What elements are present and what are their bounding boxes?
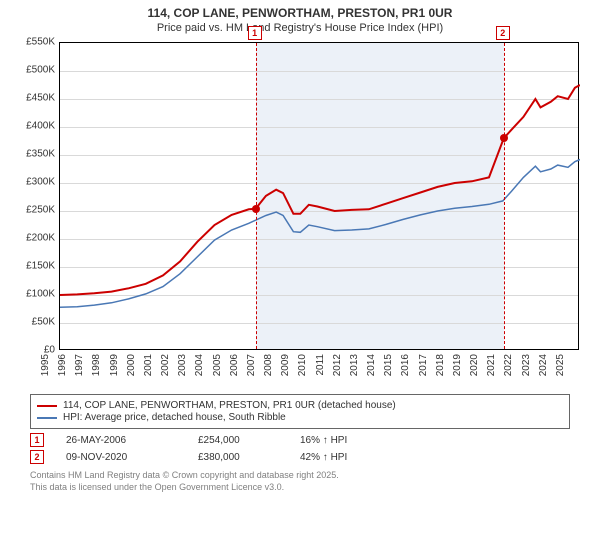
y-tick-label: £550K: [13, 37, 55, 48]
sale-row: 2 09-NOV-2020 £380,000 42% ↑ HPI: [30, 450, 570, 464]
chart-container: 114, COP LANE, PENWORTHAM, PRESTON, PR1 …: [0, 0, 600, 497]
sale-marker: 2: [30, 450, 44, 464]
y-tick-label: £50K: [13, 317, 55, 328]
y-tick-label: £350K: [13, 149, 55, 160]
y-tick-label: £450K: [13, 93, 55, 104]
chart: £0£50K£100K£150K£200K£250K£300K£350K£400…: [15, 38, 585, 388]
sale-delta: 16% ↑ HPI: [300, 435, 347, 446]
sale-date: 09-NOV-2020: [66, 452, 176, 463]
legend-swatch: [37, 405, 57, 407]
y-tick-label: £150K: [13, 261, 55, 272]
legend-label: HPI: Average price, detached house, Sout…: [63, 412, 286, 423]
sale-price: £380,000: [198, 452, 278, 463]
footer-line2: This data is licensed under the Open Gov…: [30, 482, 570, 494]
sales-table: 1 26-MAY-2006 £254,000 16% ↑ HPI 2 09-NOV-202…: [30, 433, 570, 464]
marker-label: 1: [248, 26, 262, 40]
y-tick-label: £200K: [13, 233, 55, 244]
legend-row: 114, COP LANE, PENWORTHAM, PRESTON, PR1 …: [37, 400, 563, 411]
marker-dot: [500, 134, 508, 142]
title-line1: 114, COP LANE, PENWORTHAM, PRESTON, PR1 …: [10, 6, 590, 20]
plot-area: [59, 42, 579, 350]
x-tick-label: 2025: [555, 354, 593, 376]
marker-dot: [252, 205, 260, 213]
y-tick-label: £300K: [13, 177, 55, 188]
marker-vline: [504, 43, 505, 349]
footer: Contains HM Land Registry data © Crown c…: [30, 470, 570, 493]
sale-delta: 42% ↑ HPI: [300, 452, 347, 463]
legend-swatch: [37, 417, 57, 419]
legend-label: 114, COP LANE, PENWORTHAM, PRESTON, PR1 …: [63, 400, 396, 411]
sale-price: £254,000: [198, 435, 278, 446]
marker-vline: [256, 43, 257, 349]
sale-row: 1 26-MAY-2006 £254,000 16% ↑ HPI: [30, 433, 570, 447]
y-tick-label: £100K: [13, 289, 55, 300]
marker-label: 2: [496, 26, 510, 40]
y-tick-label: £500K: [13, 65, 55, 76]
y-tick-label: £250K: [13, 205, 55, 216]
footer-line1: Contains HM Land Registry data © Crown c…: [30, 470, 570, 482]
sale-marker: 1: [30, 433, 44, 447]
sale-date: 26-MAY-2006: [66, 435, 176, 446]
series-property: [60, 85, 580, 295]
legend: 114, COP LANE, PENWORTHAM, PRESTON, PR1 …: [30, 394, 570, 429]
y-tick-label: £400K: [13, 121, 55, 132]
legend-row: HPI: Average price, detached house, Sout…: [37, 412, 563, 423]
line-svg: [60, 43, 580, 351]
